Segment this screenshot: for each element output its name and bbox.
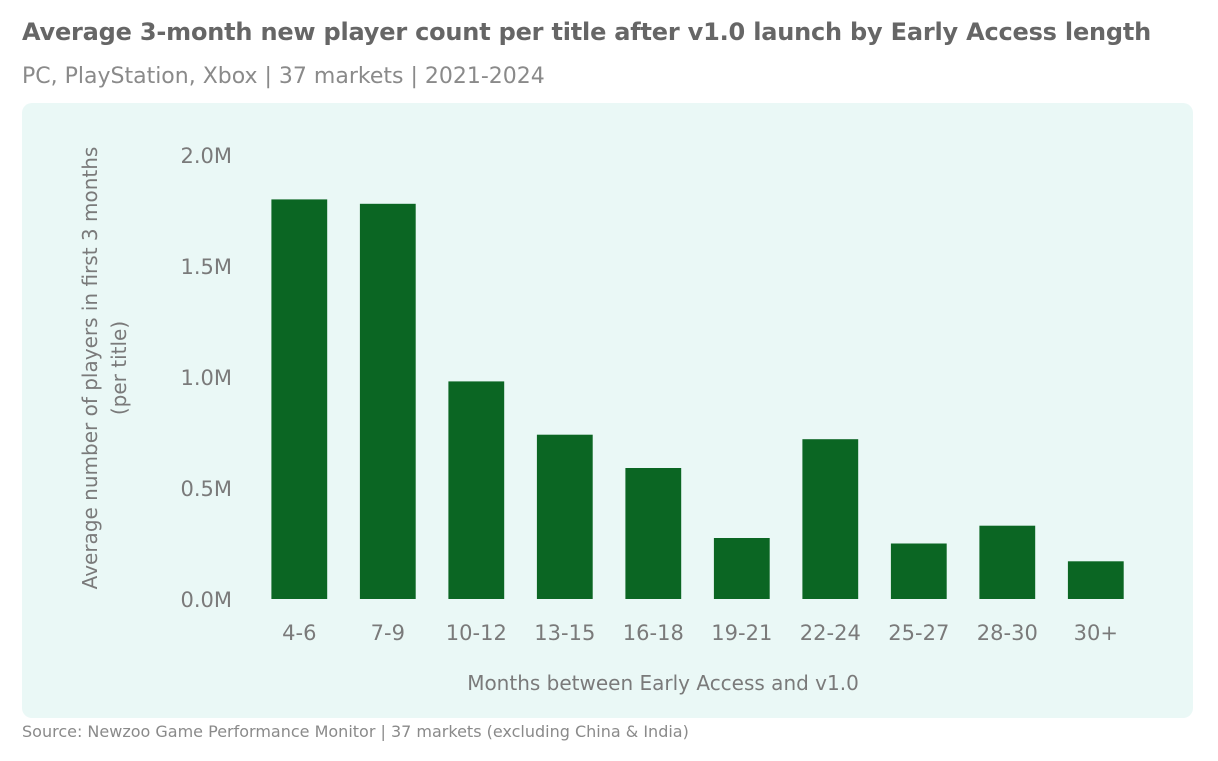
x-tick-label: 30+	[1074, 621, 1118, 645]
bars	[271, 199, 1124, 600]
bar-4-6	[271, 199, 328, 599]
source-note: Source: Newzoo Game Performance Monitor …	[22, 722, 689, 741]
x-tick-label: 7-9	[371, 621, 405, 645]
x-tick-label: 4-6	[282, 621, 316, 645]
y-tick-label: 2.0M	[180, 144, 232, 168]
bar-16-18	[625, 468, 682, 599]
x-tick-label: 16-18	[623, 621, 684, 645]
bar-19-21	[713, 538, 770, 599]
y-tick-label: 1.5M	[180, 255, 232, 279]
y-tick-label: 0.5M	[180, 477, 232, 501]
x-axis-categories: 4-6 7-9 10-12 13-15 16-18 19-21 22-24 25-27 28-3…	[282, 621, 1118, 645]
y-tick-label: 1.0M	[180, 366, 232, 390]
chart-panel	[22, 103, 1193, 718]
bar-25-27	[890, 543, 947, 599]
x-tick-label: 13-15	[534, 621, 595, 645]
x-tick-label: 19-21	[711, 621, 772, 645]
bar-30+	[1067, 561, 1124, 599]
bar-22-24	[802, 439, 859, 599]
y-axis-ticks: 0.0M 0.5M 1.0M 1.5M 2.0M	[180, 144, 232, 612]
chart-title: Average 3-month new player count per tit…	[22, 18, 1152, 46]
y-axis-title-line1: Average number of players in first 3 mon…	[78, 147, 102, 590]
x-tick-label: 25-27	[888, 621, 949, 645]
x-tick-label: 10-12	[446, 621, 507, 645]
y-axis-title-line2: (per title)	[107, 321, 131, 415]
bar-10-12	[448, 381, 505, 599]
y-tick-label: 0.0M	[180, 588, 232, 612]
chart-subtitle: PC, PlayStation, Xbox | 37 markets | 202…	[22, 64, 545, 89]
bar-13-15	[536, 434, 593, 599]
bar-7-9	[359, 203, 416, 600]
x-tick-label: 28-30	[977, 621, 1038, 645]
x-tick-label: 22-24	[800, 621, 861, 645]
x-axis-title: Months between Early Access and v1.0	[467, 671, 859, 695]
bar-28-30	[979, 525, 1036, 599]
